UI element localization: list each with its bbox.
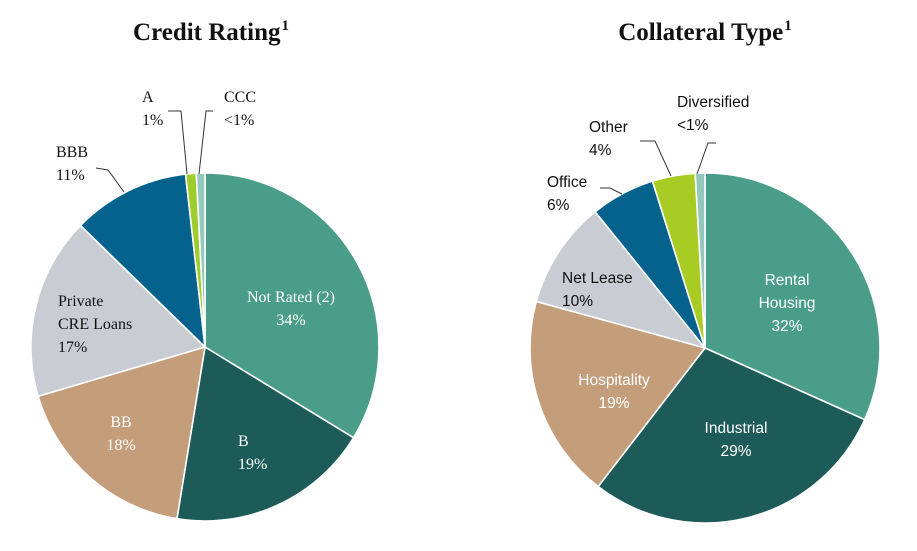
chart-title-collateral-type: Collateral Type1: [618, 18, 792, 46]
pie-slice: [529, 300, 707, 488]
data-label: CCC <1%: [224, 89, 256, 129]
pie-slice: [176, 345, 355, 522]
pie-slice: [704, 172, 881, 421]
chart-title-credit-rating: Credit Rating1: [133, 18, 289, 46]
pie-slice: [204, 172, 380, 439]
leader-line: [640, 140, 672, 177]
data-label: Diversified <1%: [677, 94, 749, 134]
data-label: BB 18%: [106, 414, 135, 454]
data-label: Private CRE Loans 17%: [58, 293, 132, 356]
data-label: Office 6%: [547, 174, 587, 214]
data-label: Other 4%: [589, 119, 628, 159]
pie-slice: [79, 173, 207, 350]
pie-slice: [596, 347, 866, 524]
data-label: Industrial 29%: [705, 420, 768, 460]
pie-slice: [694, 172, 706, 349]
data-label: BBB 11%: [56, 144, 88, 184]
pie-slice: [37, 345, 206, 520]
leader-line: [696, 142, 716, 175]
data-label: B 19%: [238, 433, 267, 473]
leader-line: [198, 110, 213, 175]
pie-slice: [535, 210, 708, 350]
data-label: Rental Housing 32%: [759, 272, 816, 335]
pie-slice: [30, 224, 207, 398]
leader-line: [168, 110, 188, 175]
data-label: Hospitality 19%: [578, 372, 650, 412]
credit-rating-pie: Not Rated (2) 34% B 19% BB 18% Private CRE Loan…: [30, 89, 380, 522]
collateral-type-pie: Rental Housing 32% Industrial 29% Hospitality…: [529, 94, 881, 524]
data-label: A 1%: [142, 89, 163, 129]
data-label: Not Rated (2) 34%: [247, 289, 335, 329]
data-label: Net Lease 10%: [562, 270, 633, 310]
leader-line: [95, 167, 125, 193]
pie-slice: [195, 172, 206, 348]
leader-line: [600, 187, 623, 195]
